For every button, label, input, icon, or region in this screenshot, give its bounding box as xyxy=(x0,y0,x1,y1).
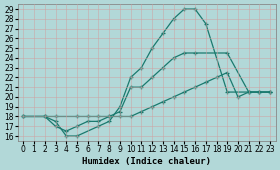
X-axis label: Humidex (Indice chaleur): Humidex (Indice chaleur) xyxy=(82,157,211,166)
